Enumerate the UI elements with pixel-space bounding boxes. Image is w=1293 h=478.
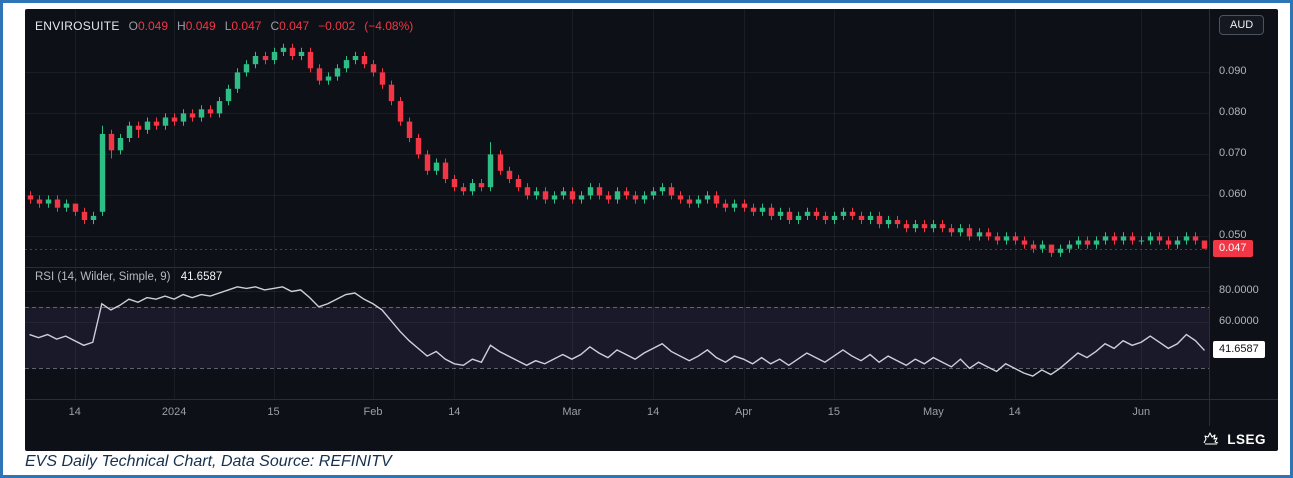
rsi-value: 41.6587 — [180, 271, 223, 283]
symbol-name: ENVIROSUITE — [35, 19, 120, 33]
quote-change-pct: (−4.08%) — [364, 19, 414, 33]
rsi-value-badge: 41.6587 — [1213, 341, 1265, 359]
lseg-crest-icon — [1201, 430, 1221, 449]
quote-open: O0.049 — [128, 19, 169, 33]
time-axis-label: Mar — [562, 406, 582, 418]
rsi-axis-label: 60.0000 — [1219, 315, 1259, 328]
price-axis-label: 0.050 — [1219, 229, 1247, 242]
time-axis-label: Feb — [363, 406, 383, 418]
time-axis-corner — [1209, 400, 1278, 426]
price-axis-label: 0.080 — [1219, 106, 1247, 119]
quote-close: C0.047 — [270, 19, 310, 33]
rsi-label: RSI (14, Wilder, Simple, 9) — [35, 271, 171, 283]
price-rsi-plot: ENVIROSUITE O0.049 H0.049 L0.047 C0.047 … — [25, 9, 1209, 399]
time-axis-label: Apr — [734, 406, 753, 418]
lseg-logo: LSEG — [1201, 430, 1266, 449]
time-axis-labels: 14 2024 15 Feb 14 Mar 14 Apr 15 May 14 Jun — [25, 400, 1209, 426]
quote-low: L0.047 — [224, 19, 262, 33]
rsi-legend: RSI (14, Wilder, Simple, 9) 41.6587 — [35, 271, 222, 283]
lseg-brand-text: LSEG — [1227, 431, 1266, 447]
time-axis-label: 14 — [647, 406, 660, 418]
price-axis: AUD 0.047 41.6587 0.090 0.080 0.070 0.060 0.… — [1209, 9, 1278, 399]
time-axis-label: 14 — [448, 406, 461, 418]
time-axis-label: Jun — [1132, 406, 1151, 418]
time-axis-label: 15 — [827, 406, 841, 418]
time-axis-label: 15 — [267, 406, 280, 418]
time-axis-label: 14 — [1008, 406, 1021, 418]
page-body: ENVIROSUITE O0.049 H0.049 L0.047 C0.047 … — [3, 3, 1290, 475]
quote-high: H0.049 — [177, 19, 216, 33]
chart-main-area: ENVIROSUITE O0.049 H0.049 L0.047 C0.047 … — [25, 9, 1278, 399]
price-axis-label: 0.090 — [1219, 65, 1247, 78]
symbol-legend: ENVIROSUITE O0.049 H0.049 L0.047 C0.047 … — [35, 19, 413, 33]
chart-footer: LSEG — [25, 426, 1278, 451]
currency-button[interactable]: AUD — [1219, 15, 1265, 35]
chart-caption: EVS Daily Technical Chart, Data Source: … — [25, 453, 392, 470]
time-axis: 14 2024 15 Feb 14 Mar 14 Apr 15 May 14 Jun — [25, 399, 1278, 426]
chart-panel: ENVIROSUITE O0.049 H0.049 L0.047 C0.047 … — [25, 9, 1278, 451]
last-price-badge: 0.047 — [1213, 239, 1253, 257]
quote-change: −0.002 — [318, 19, 356, 33]
time-axis-label: 14 — [68, 406, 81, 418]
price-axis-label: 0.060 — [1219, 188, 1247, 201]
time-axis-label: May — [922, 406, 944, 418]
rsi-axis-label: 80.0000 — [1219, 284, 1259, 297]
price-axis-label: 0.070 — [1219, 147, 1247, 160]
price-chart-canvas[interactable] — [25, 9, 1209, 399]
time-axis-label: 2024 — [161, 406, 187, 418]
